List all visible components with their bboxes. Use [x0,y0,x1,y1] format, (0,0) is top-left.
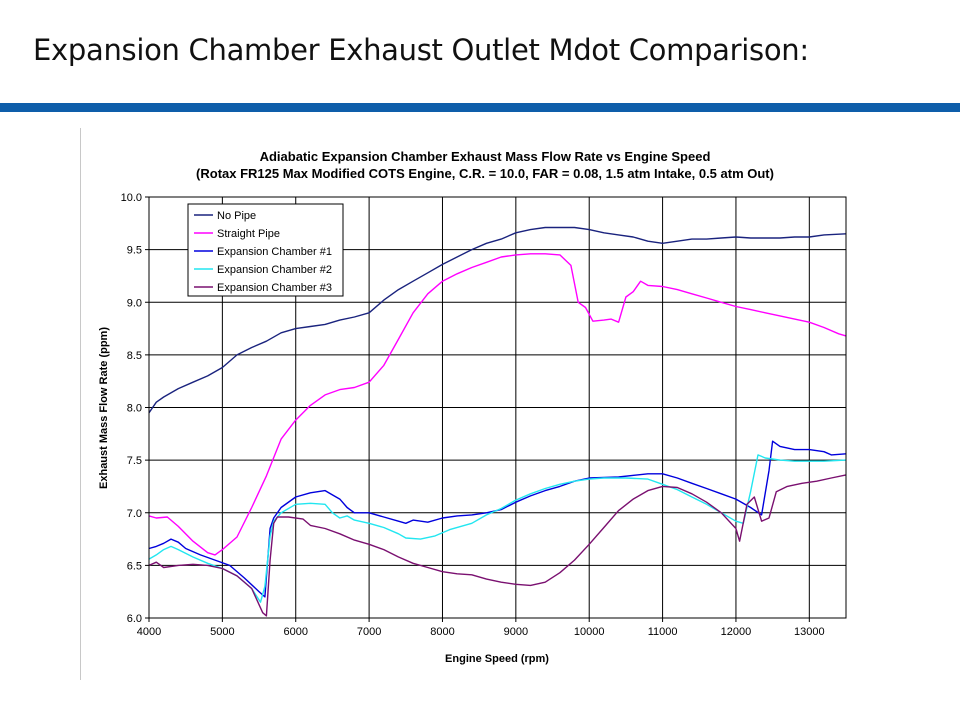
y-tick-label: 7.5 [127,455,142,467]
legend-label-expansion-chamber-3: Expansion Chamber #3 [217,282,332,294]
x-tick-label: 7000 [357,626,381,638]
legend-label-straight-pipe: Straight Pipe [217,228,280,240]
series-line-straight-pipe [148,253,847,556]
x-tick-label: 4000 [137,626,161,638]
series-line-no-pipe [148,226,847,414]
x-tick-label: 11000 [648,626,678,638]
chart-legend: No Pipe Straight Pipe Expansion Chamber #1… [187,203,344,297]
y-tick-label: 6.5 [127,560,142,572]
y-axis-label: Exhaust Mass Flow Rate (ppm) [98,327,110,489]
y-tick-label: 9.5 [127,245,142,257]
legend-label-expansion-chamber-2: Expansion Chamber #2 [217,264,332,276]
y-tick-label: 8.5 [127,350,142,362]
x-tick-label: 13000 [794,626,825,638]
x-tick-label: 8000 [430,626,454,638]
series-line-expansion-chamber-1 [148,440,847,598]
legend-label-no-pipe: No Pipe [217,210,256,222]
y-tick-label: 9.0 [127,297,142,309]
slide-title: Expansion Chamber Exhaust Outlet Mdot Co… [33,33,809,67]
y-tick-label: 7.0 [127,508,142,520]
chart-series [148,226,847,617]
x-tick-label: 6000 [283,626,307,638]
x-tick-label: 12000 [721,626,752,638]
x-tick-label: 5000 [210,626,234,638]
chart-title: Adiabatic Expansion Chamber Exhaust Mass… [260,149,711,164]
x-tick-label: 9000 [504,626,528,638]
left-divider-line [80,128,81,680]
x-tick-label: 10000 [574,626,605,638]
legend-label-expansion-chamber-1: Expansion Chamber #1 [217,246,332,258]
y-tick-label: 6.0 [127,613,142,625]
y-tick-label: 8.0 [127,403,142,415]
y-axis-ticks: 6.0 6.5 7.0 7.5 8.0 8.5 9.0 9.5 10.0 [121,192,149,625]
y-tick-label: 10.0 [121,192,142,204]
title-accent-bar [0,103,960,112]
x-axis-ticks: 4000 5000 6000 7000 8000 9000 10000 11000 12000 1… [137,618,825,638]
legend-box [187,203,344,297]
x-axis-label: Engine Speed (rpm) [445,653,549,665]
chart-subtitle: (Rotax FR125 Max Modified COTS Engine, C… [196,166,774,181]
series-line-expansion-chamber-3 [148,474,847,617]
